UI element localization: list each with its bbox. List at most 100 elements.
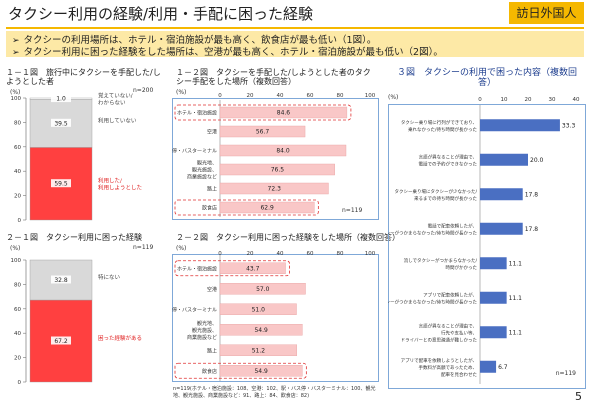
- value-label: 17.8: [525, 191, 539, 198]
- category-label-line: 電話で配車依頼したが、: [428, 222, 477, 229]
- x-tick-label: 40: [277, 251, 284, 257]
- x-tick-label: 10: [501, 97, 508, 103]
- highlight-outline: [174, 362, 307, 379]
- x-tick-label: 20: [247, 251, 254, 257]
- category-label-line: 空港: [207, 286, 217, 293]
- category-label-line: 観光地、: [197, 160, 217, 167]
- value-label: 84.0: [276, 148, 290, 155]
- audience-badge: 訪日外国人: [509, 2, 584, 24]
- unit-label: (%): [10, 245, 21, 252]
- x-tick-label: 60: [307, 251, 314, 257]
- summary-line-1: ➢ タクシーの利用場所は、ホテル・宿泊施設が最も高く、飲食店が最も低い（1図）。: [12, 32, 376, 46]
- unit-label: (%): [176, 245, 187, 252]
- category-label-line: タクシー乗り場に行列ができており、: [401, 119, 477, 126]
- y-tick-label: 20: [14, 194, 21, 200]
- x-tick-label: 20: [247, 93, 254, 99]
- category-label-line: 乗れなかった/待ち時間が長かった: [408, 126, 478, 133]
- category-label-line: 商業施設など: [187, 174, 217, 181]
- value-label-bg: [51, 94, 71, 103]
- value-label: 11.1: [509, 260, 523, 267]
- chart-2-1-axis: 100 80 60 40 20 0: [11, 258, 27, 386]
- bar: [219, 144, 347, 157]
- bar: [219, 201, 315, 214]
- segment-label-line: 特にない: [98, 273, 121, 281]
- bar: [219, 283, 306, 295]
- category-label: タクシー乗り場に行列ができており、乗れなかった/待ち時間が長かった: [401, 119, 478, 133]
- category-label: 駅・バス停・バスターミナル: [172, 148, 217, 155]
- x-tick-label: 40: [573, 97, 580, 103]
- chart-3: 0 10 20 30 40 33.3 タクシー乗り場に行列ができており、乗れなかった/待ち時…: [388, 97, 580, 384]
- chart-1-2-frame: [172, 98, 379, 220]
- chart-2-1-bars: 67.2 困った経験がある 32.8 特にない: [29, 259, 142, 383]
- unit-label: (%): [10, 89, 21, 96]
- value-label: 54.9: [254, 327, 268, 334]
- segment-label-line: 利用しようとした: [98, 184, 142, 192]
- category-label: 電話で配車依頼したが、タクシーがつかまらなかった/待ち時間が長かった: [388, 222, 477, 236]
- x-tick-label: 100: [365, 251, 376, 257]
- value-label: 67.2: [54, 338, 68, 345]
- category-label-line: 言語が異なることが理由で、: [419, 322, 477, 329]
- category-label-line: ホテル・宿泊施設: [177, 265, 217, 272]
- summary-box: ➢ タクシーの利用場所は、ホテル・宿泊施設が最も高く、飲食店が最も低い（1図）。 …: [6, 31, 584, 58]
- y-tick-label: 60: [14, 145, 21, 151]
- bar: [219, 125, 306, 138]
- y-tick-label: 100: [11, 258, 22, 264]
- category-label-line: 観光施設、: [192, 327, 217, 334]
- x-tick-label: 40: [277, 93, 284, 99]
- audience-badge-label: 訪日外国人: [516, 6, 577, 20]
- x-tick-label: 20: [525, 97, 532, 103]
- bar: [480, 153, 528, 166]
- chart-title-1-1: １－１図 旅行中にタクシーを手配した/しようとした者: [6, 68, 161, 86]
- title-underline: [6, 27, 584, 29]
- category-label-line: 来るまでの待ち時間が長かった: [414, 195, 477, 202]
- y-tick-label: 80: [14, 120, 21, 126]
- bar: [219, 163, 335, 176]
- value-label: 1.0: [56, 96, 66, 103]
- category-label: 言語が異なることが理由で、電話での予約ができなかった: [419, 153, 478, 167]
- bar: [480, 222, 523, 235]
- segment-label-line: 覚えていない/: [98, 92, 133, 100]
- category-label: 言語が異なることが理由で、行先や支払い等、ドライバーとの意思疎通が難しかった: [401, 322, 478, 343]
- chart-2-2: 0 20 40 60 80 100 43.7 ホテル・宿泊施設 57.0 空港 51.0 駅・バス停・…: [172, 251, 376, 381]
- category-label: 空港: [207, 286, 217, 293]
- value-label-bg: [51, 179, 71, 188]
- y-tick-label: 40: [14, 331, 21, 337]
- chart-title-1-2: １－２図 タクシーを手配した/しようとした者のタクシー手配をした場所（複数回答）: [176, 68, 371, 86]
- sample-size-label: n=119: [342, 207, 363, 214]
- chart-1-2: 0 20 40 60 80 100 84.6 ホテル・宿泊施設 56.7 空港 84.0 駅・バス停・…: [172, 93, 376, 217]
- bar: [480, 326, 507, 339]
- category-label: 空港: [207, 129, 217, 136]
- category-label: アプリで配車を依頼しようとしたが、手数料が高額であったため、配車を見合わせた: [401, 357, 478, 378]
- chart-1-1: 100 80 60 40 20 0 59.5 利用した/利用しようとした 39.5 利用していな…: [11, 92, 143, 224]
- bar: [480, 360, 497, 373]
- sample-size-label: n=119: [556, 370, 576, 377]
- value-label: 84.6: [277, 110, 291, 117]
- category-label: アプリで配車依頼したが、タクシーがつかまらなかった/待ち時間が長かった: [388, 291, 477, 305]
- x-tick-label: 80: [337, 93, 344, 99]
- value-label: 43.7: [246, 265, 260, 272]
- category-label: 観光地、観光施設、商業施設など: [187, 320, 217, 341]
- y-tick-label: 0: [18, 218, 22, 224]
- highlight-outline: [174, 199, 319, 216]
- category-label-line: 言語が異なることが理由で、: [419, 153, 477, 160]
- value-label: 59.5: [54, 181, 68, 188]
- page-title: タクシー利用の経験/利用・手配に困った経験: [8, 5, 314, 23]
- chart-1-1-axis: 100 80 60 40 20 0: [11, 96, 27, 224]
- segment-label: 困った経験がある: [98, 334, 142, 342]
- category-label: ホテル・宿泊施設: [177, 110, 217, 117]
- value-label: 11.1: [509, 329, 523, 336]
- summary-text-2: タクシー利用に困った経験をした場所は、空港が最も高く、ホテル・宿泊施設が最も低い…: [23, 47, 443, 58]
- value-label: 32.8: [54, 277, 68, 284]
- category-label-line: 駅・バス停・バスターミナル: [172, 306, 217, 313]
- category-label-line: タクシーがつかまらなかった/待ち時間が長かった: [388, 298, 477, 305]
- bar: [219, 365, 303, 377]
- category-label-line: 空港: [207, 129, 217, 136]
- category-label-line: アプリで配車を依頼しようとしたが、: [401, 357, 477, 364]
- value-label-bg: [51, 118, 71, 127]
- value-label-bg: [51, 336, 71, 345]
- bar: [480, 291, 507, 304]
- category-label: 飲食店: [202, 368, 217, 375]
- arrow-bullet-icon: ➢: [12, 48, 20, 58]
- category-label-line: 時間がかかった: [446, 264, 478, 271]
- x-tick-label: 30: [549, 97, 556, 103]
